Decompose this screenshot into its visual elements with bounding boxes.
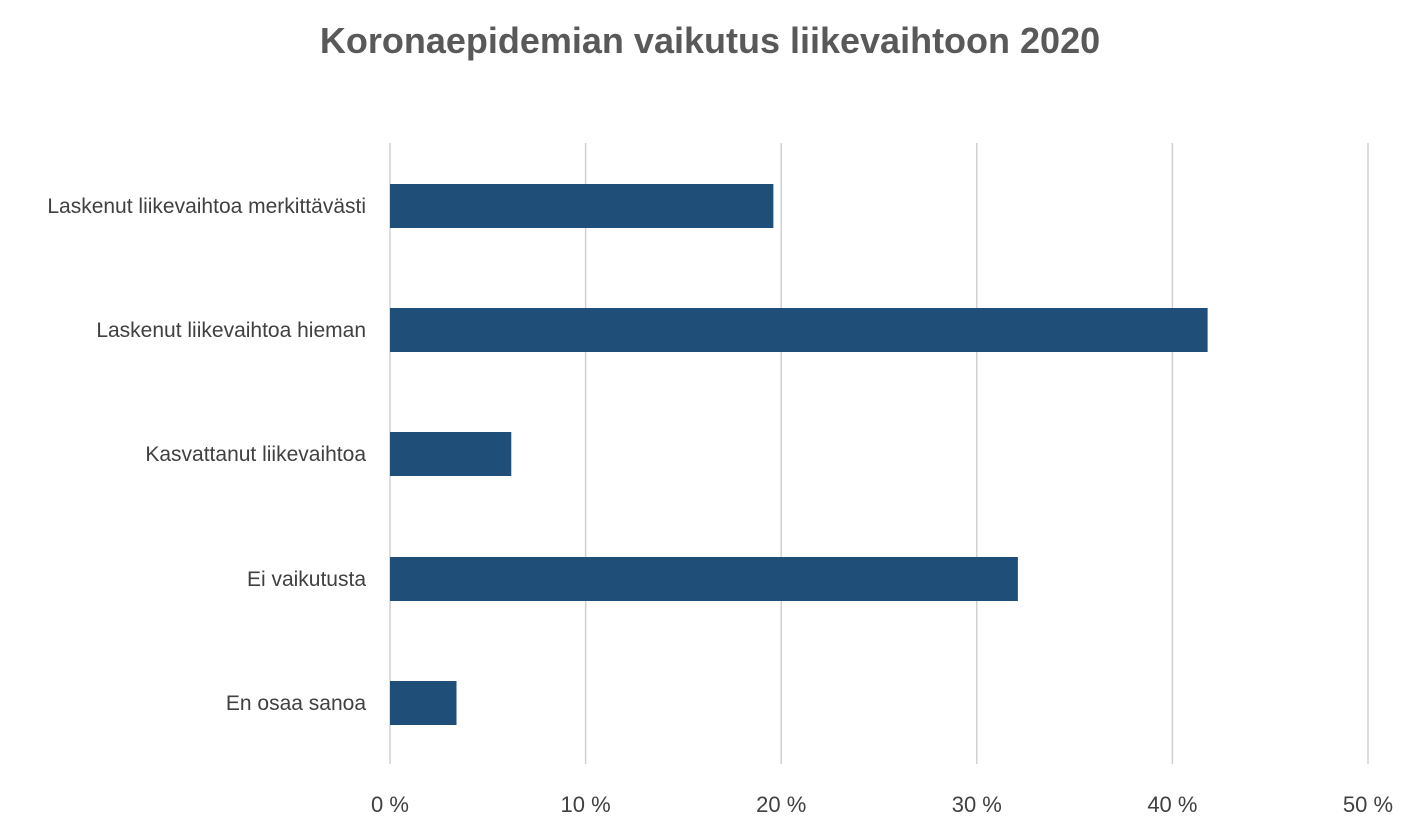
- category-label: Laskenut liikevaihtoa hieman: [96, 319, 366, 342]
- x-tick-label: 50 %: [1343, 792, 1393, 817]
- bar: [390, 557, 1018, 601]
- x-tick-label: 30 %: [952, 792, 1002, 817]
- category-label: Kasvattanut liikevaihtoa: [145, 443, 366, 466]
- bar: [390, 184, 774, 228]
- category-label: Laskenut liikevaihtoa merkittävästi: [47, 195, 366, 218]
- chart-title: Koronaepidemian vaikutus liikevaihtoon 2…: [319, 20, 1101, 61]
- x-tick-label: 20 %: [756, 792, 806, 817]
- category-label: En osaa sanoa: [226, 692, 366, 715]
- x-tick-label: 0 %: [371, 792, 409, 817]
- bar: [390, 681, 457, 725]
- category-label: Ei vaikutusta: [247, 568, 366, 591]
- bar: [390, 432, 512, 476]
- x-tick-label: 40 %: [1147, 792, 1197, 817]
- bar: [390, 308, 1208, 352]
- x-tick-label: 10 %: [561, 792, 611, 817]
